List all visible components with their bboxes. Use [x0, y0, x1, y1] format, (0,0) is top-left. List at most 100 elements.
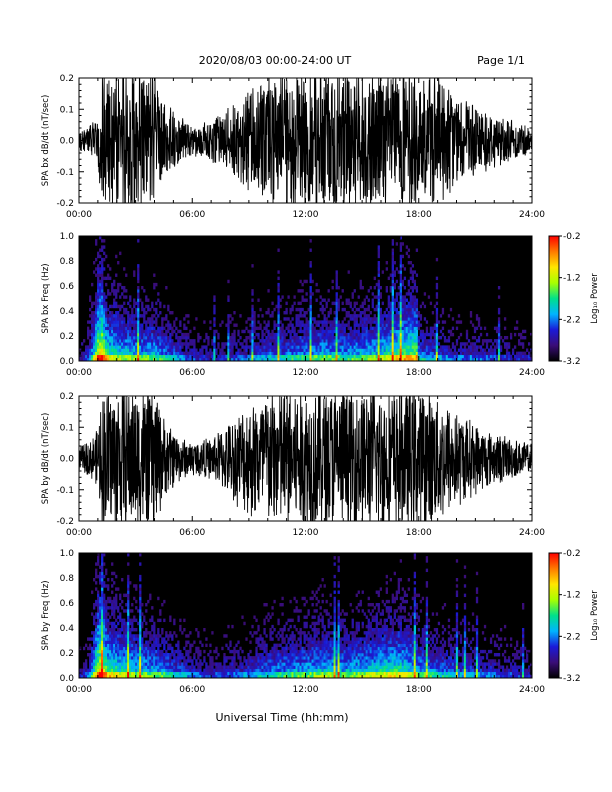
spectrogram-cell	[415, 351, 419, 356]
colorbar-tick-label: -3.2	[563, 357, 581, 367]
spectrogram-cell	[151, 665, 154, 669]
spectrogram-cell	[433, 326, 437, 331]
spectrogram-cell	[93, 342, 96, 346]
spectrogram-cell	[107, 612, 110, 616]
spectrogram-cell	[103, 606, 106, 610]
spectrogram-cell	[413, 295, 417, 299]
spectrogram-cell	[289, 311, 292, 315]
spectrogram-cell	[373, 351, 376, 356]
spectrogram-cell	[87, 357, 90, 362]
spectrogram-cell	[231, 665, 234, 669]
spectrogram-cell	[101, 581, 104, 585]
spectrogram-cell	[91, 653, 94, 657]
spectrogram-cell	[399, 304, 403, 309]
spectrogram-cell	[187, 671, 190, 676]
spectrogram-cell	[111, 653, 114, 657]
spectrogram-cell	[507, 345, 511, 349]
spectrogram-cell	[95, 665, 98, 669]
spectrogram-cell	[217, 345, 220, 349]
spectrogram-cell	[339, 342, 342, 346]
spectrogram-cell	[409, 307, 413, 312]
spectrogram-cell	[251, 342, 254, 346]
spectrogram-cell	[481, 354, 485, 359]
spectrogram-cell	[177, 668, 180, 673]
spectrogram-cell	[265, 339, 268, 343]
spectrogram-cell	[139, 336, 142, 340]
spectrogram-cell	[335, 329, 338, 334]
spectrogram-cell	[305, 624, 308, 629]
spectrogram-cell	[475, 317, 479, 321]
spectrogram-cell	[209, 674, 212, 679]
spectrogram-cell	[281, 662, 284, 666]
spectrogram-cell	[389, 317, 392, 321]
spectrogram-cell	[187, 354, 190, 359]
spectrogram-cell	[465, 342, 469, 346]
spectrogram-cell	[399, 279, 403, 284]
spectrogram-cell	[369, 336, 372, 340]
spectrogram-cell	[135, 618, 138, 623]
spectrogram-cell	[93, 674, 96, 679]
spectrogram-cell	[109, 653, 112, 657]
spectrogram-cell	[113, 342, 116, 346]
spectrogram-cell	[377, 304, 380, 309]
spectrogram-cell	[127, 342, 130, 346]
spectrogram-cell	[393, 326, 396, 331]
spectrogram-cell	[95, 615, 98, 619]
spectrogram-cell	[395, 307, 398, 312]
spectrogram-cell	[225, 671, 228, 676]
spectrogram-cell	[367, 298, 370, 302]
spectrogram-cell	[467, 345, 471, 349]
spectrogram-cell	[345, 298, 348, 302]
spectrogram-cell	[497, 311, 501, 315]
spectrogram-cell	[249, 329, 252, 334]
spectrogram-cell	[471, 323, 475, 327]
spectrogram-cell	[429, 342, 433, 346]
spectrogram-cell	[445, 345, 449, 349]
spectrogram-cell	[399, 351, 403, 356]
spectrogram-cell	[111, 649, 114, 654]
spectrogram-cell	[101, 332, 104, 337]
spectrogram-cell	[443, 348, 447, 352]
spectrogram-cell	[167, 665, 170, 669]
spectrogram-cell	[135, 606, 138, 610]
spectrogram-cell	[393, 298, 396, 302]
spectrogram-cell	[127, 354, 130, 359]
spectrogram-cell	[119, 656, 122, 660]
spectrogram-cell	[261, 668, 264, 673]
spectrogram-cell	[177, 348, 180, 352]
spectrogram-cell	[269, 615, 272, 619]
spectrogram-cell	[377, 289, 380, 293]
spectrogram-cell	[215, 674, 218, 679]
spectrogram-cell	[287, 342, 290, 346]
spectrogram-cell	[111, 668, 114, 673]
spectrogram-cell	[249, 354, 252, 359]
spectrogram-cell	[355, 339, 358, 343]
spectrogram-cell	[149, 637, 152, 641]
spectrogram-cell	[265, 646, 268, 651]
spectrogram-cell	[103, 314, 106, 318]
spectrogram-cell	[335, 332, 338, 337]
spectrogram-cell	[125, 628, 128, 632]
spectrogram-cell	[217, 671, 220, 676]
spectrogram-cell	[447, 357, 451, 362]
spectrogram-cell	[383, 311, 386, 315]
spectrogram-cell	[209, 656, 212, 660]
spectrogram-cell	[431, 329, 435, 334]
spectrogram-cell	[105, 637, 108, 641]
spectrogram-cell	[391, 239, 394, 243]
spectrogram-cell	[297, 649, 300, 654]
spectrogram-cell	[137, 674, 140, 679]
spectrogram-cell	[143, 342, 146, 346]
spectrogram-cell	[139, 628, 142, 632]
spectrogram-cell	[149, 354, 152, 359]
spectrogram-cell	[397, 292, 400, 296]
spectrogram-cell	[339, 295, 342, 299]
spectrogram-cell	[149, 656, 152, 660]
spectrogram-cell	[271, 656, 274, 660]
spectrogram-cell	[447, 314, 451, 318]
spectrogram-cell	[149, 348, 152, 352]
spectrogram-cell	[199, 649, 202, 654]
spectrogram-cell	[265, 357, 268, 362]
spectrogram-cell	[265, 668, 268, 673]
spectrogram-cell	[175, 671, 178, 676]
